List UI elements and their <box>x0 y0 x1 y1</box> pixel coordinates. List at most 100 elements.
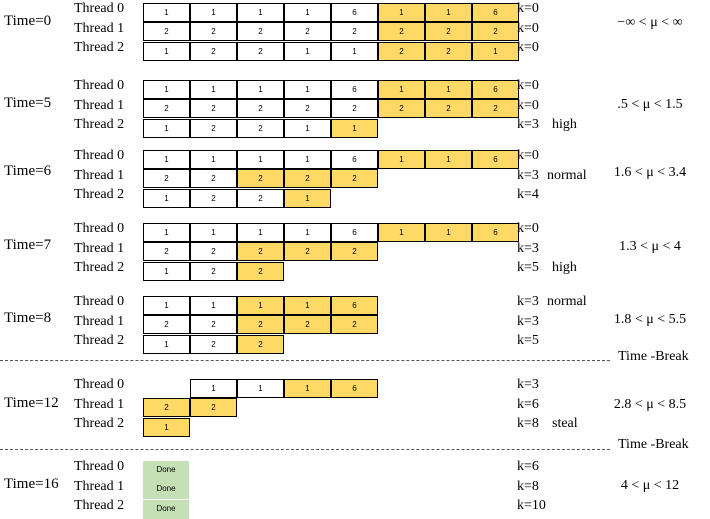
thread-label: Thread 0 <box>74 459 125 474</box>
k-value: k=6 <box>517 396 539 412</box>
k-value: k=0 <box>517 1 539 16</box>
k-value: k=3 <box>517 294 539 309</box>
task-cell: 1 <box>284 118 331 138</box>
thread-label: Thread 0 <box>74 78 125 93</box>
thread-label: Thread 0 <box>74 1 125 16</box>
task-cell: 1 <box>143 417 190 437</box>
thread-label: Thread 1 <box>74 478 125 494</box>
task-cell: 1 <box>190 222 237 242</box>
thread-label: Thread 2 <box>74 333 125 348</box>
time-break-label: Time -Break <box>618 349 689 364</box>
task-cell: 1 <box>143 222 190 242</box>
status-label: steal <box>552 416 578 431</box>
task-cell: 2 <box>190 99 237 118</box>
task-cell: 6 <box>472 149 519 169</box>
k-value: k=0 <box>517 148 539 163</box>
task-cell: 1 <box>143 188 190 208</box>
task-cell: 6 <box>472 79 519 99</box>
task-cell: 2 <box>331 169 378 188</box>
status-label: high <box>552 260 577 275</box>
time-break-line <box>0 360 610 361</box>
task-cell: 1 <box>378 149 425 169</box>
task-cell: 1 <box>190 79 237 99</box>
mu-range: 1.6 < μ < 3.4 <box>613 165 687 180</box>
task-cell: 1 <box>425 149 472 169</box>
task-cell: 2 <box>190 261 237 281</box>
thread-label: Thread 1 <box>74 20 125 36</box>
task-cell: 1 <box>472 41 519 61</box>
task-cell: 1 <box>378 222 425 242</box>
task-cell: 2 <box>284 22 331 41</box>
k-value: k=3 <box>517 240 539 256</box>
k-value: k=3 <box>517 167 539 183</box>
task-cell: 1 <box>143 79 190 99</box>
time-label: Time=7 <box>4 237 52 253</box>
task-cell: 1 <box>190 2 237 22</box>
task-cell: 2 <box>143 22 190 41</box>
task-cell: 2 <box>143 398 190 417</box>
k-value: k=3 <box>517 313 539 329</box>
time-label: Time=6 <box>4 163 52 179</box>
mu-range: .5 < μ < 1.5 <box>617 97 683 112</box>
task-cell: 2 <box>378 99 425 118</box>
thread-label: Thread 1 <box>74 240 125 256</box>
thread-label: Thread 1 <box>74 97 125 113</box>
k-value: k=8 <box>517 478 539 494</box>
task-cell: 2 <box>237 334 284 354</box>
task-cell: 1 <box>190 378 237 398</box>
k-value: k=0 <box>517 20 539 36</box>
thread-label: Thread 1 <box>74 167 125 183</box>
task-cell: 6 <box>331 79 378 99</box>
k-value: k=10 <box>517 498 546 513</box>
mu-range: 2.8 < μ < 8.5 <box>613 397 687 412</box>
task-cell: 2 <box>190 242 237 261</box>
task-cell: 6 <box>331 378 378 398</box>
task-cell: 2 <box>331 22 378 41</box>
task-cell: 2 <box>378 22 425 41</box>
k-value: k=5 <box>517 333 539 348</box>
done-cell: Done <box>143 460 189 480</box>
time-break-label: Time -Break <box>618 437 689 452</box>
task-cell: 1 <box>237 378 284 398</box>
task-cell: 2 <box>237 41 284 61</box>
task-cell: 2 <box>237 315 284 334</box>
thread-label: Thread 0 <box>74 221 125 236</box>
task-cell: 6 <box>331 2 378 22</box>
k-value: k=0 <box>517 40 539 55</box>
task-cell: 1 <box>284 378 331 398</box>
task-cell: 2 <box>237 242 284 261</box>
time-label: Time=12 <box>4 395 59 411</box>
task-cell: 2 <box>425 41 472 61</box>
thread-label: Thread 2 <box>74 260 125 275</box>
task-cell: 1 <box>331 118 378 138</box>
thread-label: Thread 0 <box>74 294 125 309</box>
task-cell: 2 <box>237 169 284 188</box>
status-label: normal <box>547 294 587 309</box>
task-cell: 1 <box>284 295 331 315</box>
task-cell: 2 <box>143 99 190 118</box>
task-cell: 2 <box>284 99 331 118</box>
task-cell: 1 <box>237 295 284 315</box>
status-label: normal <box>547 167 587 183</box>
task-cell: 2 <box>331 315 378 334</box>
task-cell: 2 <box>378 41 425 61</box>
task-cell: 1 <box>284 79 331 99</box>
time-label: Time=0 <box>4 13 52 29</box>
task-cell: 2 <box>237 22 284 41</box>
task-cell: 1 <box>143 334 190 354</box>
task-cell: 6 <box>331 295 378 315</box>
task-cell: 2 <box>190 334 237 354</box>
done-cell: Done <box>143 499 189 519</box>
status-label: high <box>552 117 577 132</box>
task-cell: 2 <box>190 398 237 417</box>
task-cell: 1 <box>237 79 284 99</box>
task-cell: 1 <box>143 261 190 281</box>
time-label: Time=5 <box>4 95 52 111</box>
thread-label: Thread 1 <box>74 396 125 412</box>
k-value: k=4 <box>517 187 539 202</box>
task-cell: 2 <box>143 242 190 261</box>
task-cell: 1 <box>143 149 190 169</box>
thread-label: Thread 2 <box>74 40 125 55</box>
task-cell: 2 <box>237 118 284 138</box>
task-cell: 1 <box>378 79 425 99</box>
